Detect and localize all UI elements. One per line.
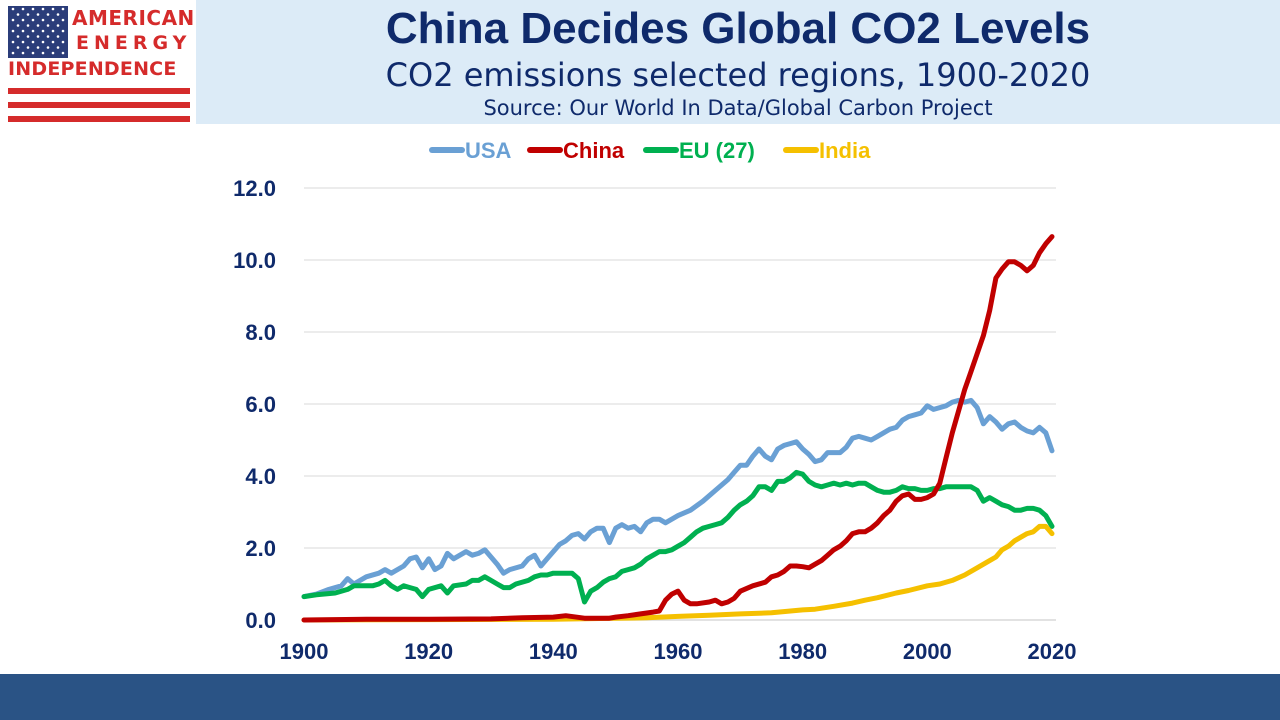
x-tick-label: 1960 xyxy=(654,639,703,664)
american-flag-icon xyxy=(8,6,68,58)
legend-label-eu-27: EU (27) xyxy=(679,138,755,163)
logo-line-american: AMERICAN xyxy=(72,6,195,30)
legend-label-china: China xyxy=(563,138,625,163)
american-energy-independence-logo: AMERICAN ENERGY INDEPENDENCE xyxy=(8,6,195,122)
page-subtitle: CO2 emissions selected regions, 1900-202… xyxy=(385,56,1091,94)
y-tick-label: 12.0 xyxy=(233,176,276,201)
header-band xyxy=(196,0,1280,124)
logo-line-energy: ENERGY xyxy=(76,32,192,54)
y-tick-label: 10.0 xyxy=(233,248,276,273)
x-tick-label: 1980 xyxy=(778,639,827,664)
y-tick-label: 6.0 xyxy=(245,392,276,417)
series-line-india xyxy=(301,523,1055,623)
x-tick-label: 1940 xyxy=(529,639,578,664)
y-tick-label: 4.0 xyxy=(245,464,276,489)
page-title: China Decides Global CO2 Levels xyxy=(385,4,1091,53)
x-tick-label: 2000 xyxy=(903,639,952,664)
legend-label-usa: USA xyxy=(465,138,512,163)
x-tick-label: 1900 xyxy=(280,639,329,664)
legend-label-india: India xyxy=(819,138,871,163)
logo-stripe xyxy=(8,102,190,108)
co2-emissions-line-chart: 0.0 2.0 4.0 6.0 8.0 10.0 12.0 1900 1920 1940 1960 1… xyxy=(233,138,1077,664)
x-tick-label: 2020 xyxy=(1028,639,1077,664)
x-tick-label: 1920 xyxy=(404,639,453,664)
source-note: Source: Our World In Data/Global Carbon … xyxy=(483,96,993,120)
logo-stripe xyxy=(8,88,190,94)
series-line-usa xyxy=(301,397,1055,600)
footer-bar xyxy=(0,674,1280,720)
logo-line-independence: INDEPENDENCE xyxy=(8,58,177,80)
y-tick-label: 8.0 xyxy=(245,320,276,345)
y-tick-label: 0.0 xyxy=(245,608,276,633)
y-tick-label: 2.0 xyxy=(245,536,276,561)
logo-stripe xyxy=(8,116,190,122)
series-line-china xyxy=(301,234,1055,623)
